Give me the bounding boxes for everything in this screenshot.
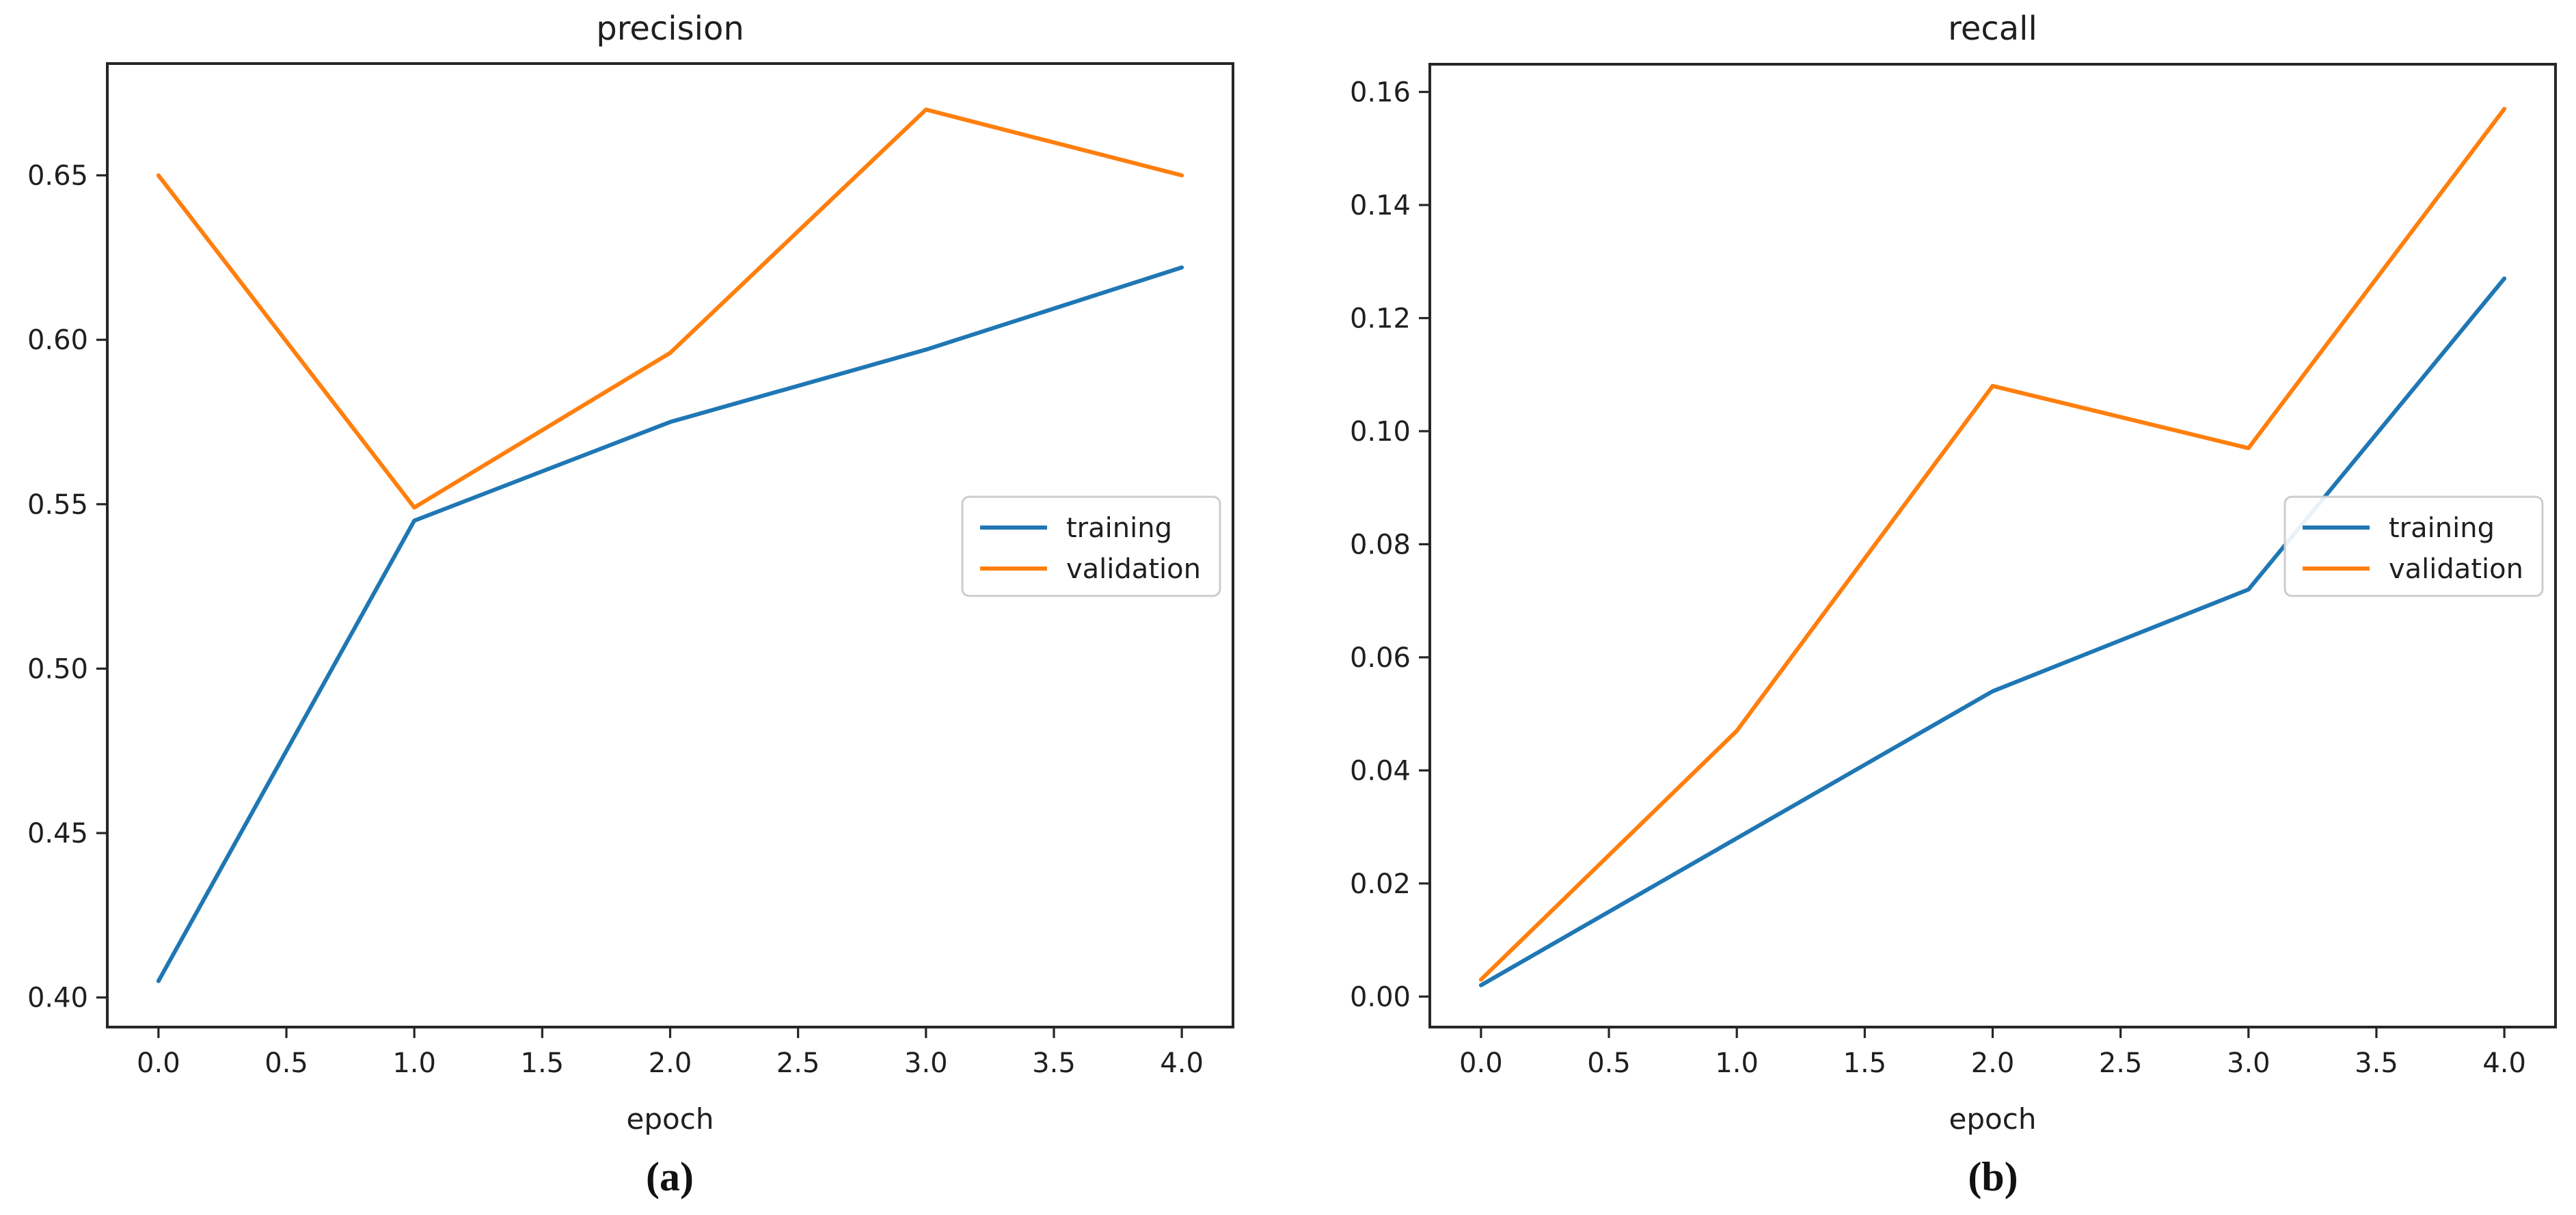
chart-recall: 0.0 0.5 1.0 1.5 2.0 2.5 3.0 3.5 4.0 0.00 0.02 0.04 0… — [1350, 10, 2557, 1136]
x-tick-label: 2.0 — [1971, 1048, 2015, 1079]
legend-label-training: training — [1066, 513, 1172, 544]
x-tick-label: 2.0 — [649, 1048, 692, 1079]
series-line-validation — [156, 107, 1184, 510]
x-tick-label: 1.0 — [392, 1048, 436, 1079]
legend-label-validation: validation — [2389, 554, 2523, 585]
x-tick-label: 3.5 — [1032, 1048, 1076, 1079]
legend-box-precision — [961, 495, 1221, 597]
y-tick-label: 0.06 — [1350, 642, 1411, 674]
x-tick-label: 3.0 — [2227, 1048, 2270, 1079]
y-tick-label: 0.10 — [1350, 416, 1411, 448]
y-tick-label: 0.12 — [1350, 303, 1411, 334]
x-axis-label: epoch — [1949, 1102, 2037, 1136]
series-line-validation — [1478, 107, 2507, 982]
y-tick-label: 0.08 — [1350, 529, 1411, 560]
y-tick-label: 0.02 — [1350, 869, 1411, 900]
chart-title-precision: precision — [596, 10, 744, 48]
y-tick-label: 0.65 — [27, 161, 88, 192]
y-tick-label: 0.50 — [27, 653, 88, 685]
x-tick-label: 0.0 — [137, 1048, 180, 1079]
y-tick-label: 0.04 — [1350, 755, 1411, 787]
x-tick-label: 0.0 — [1459, 1048, 1503, 1079]
x-tick-label: 1.5 — [521, 1048, 565, 1079]
x-tick-label: 3.5 — [2355, 1048, 2398, 1079]
legend-label-training: training — [2389, 513, 2495, 544]
chart-title-recall: recall — [1948, 10, 2037, 48]
y-tick-label: 0.14 — [1350, 190, 1411, 221]
x-tick-label: 1.0 — [1715, 1048, 1759, 1079]
x-tick-label: 2.5 — [776, 1048, 820, 1079]
y-tick-label: 0.55 — [27, 489, 88, 521]
series-line-training — [156, 265, 1184, 983]
y-tick-label: 0.60 — [27, 325, 88, 356]
y-tick-label: 0.00 — [1350, 981, 1411, 1013]
legend-label-validation: validation — [1066, 554, 1201, 585]
y-tick-label: 0.16 — [1350, 77, 1411, 109]
x-tick-label: 4.0 — [1160, 1048, 1204, 1079]
chart-precision: 0.0 0.5 1.0 1.5 2.0 2.5 3.0 3.5 4.0 0.40 0.45 0.50 0… — [27, 10, 1234, 1136]
subfigure-caption-b: (b) — [1968, 1154, 2018, 1199]
x-tick-label: 0.5 — [1587, 1048, 1631, 1079]
y-tick-label: 0.45 — [27, 818, 88, 849]
x-tick-label: 0.5 — [265, 1048, 308, 1079]
x-tick-label: 3.0 — [904, 1048, 948, 1079]
series-line-training — [1478, 276, 2507, 987]
x-tick-label: 2.5 — [2099, 1048, 2143, 1079]
y-tick-label: 0.40 — [27, 983, 88, 1014]
x-axis-label: epoch — [627, 1102, 714, 1136]
subfigure-caption-a: (a) — [646, 1154, 694, 1199]
x-tick-label: 1.5 — [1843, 1048, 1887, 1079]
legend-box-recall — [2283, 495, 2544, 597]
x-tick-label: 4.0 — [2482, 1048, 2526, 1079]
